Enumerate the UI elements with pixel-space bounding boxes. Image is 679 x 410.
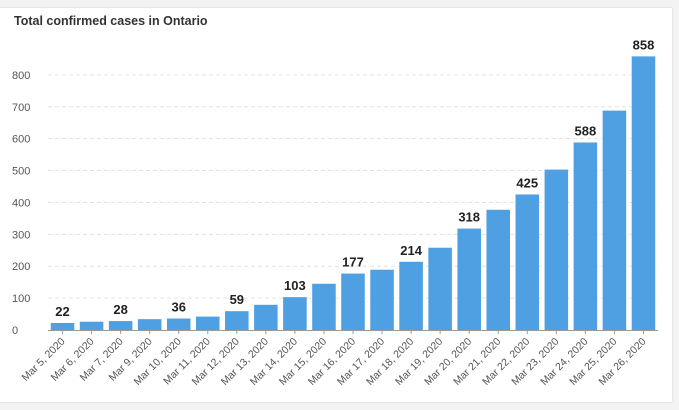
bar (399, 261, 423, 330)
data-label: 588 (575, 123, 597, 138)
y-tick-label: 500 (12, 166, 30, 178)
data-label: 103 (284, 278, 306, 293)
chart-title: Total confirmed cases in Ontario (14, 14, 208, 28)
y-tick-label: 400 (12, 197, 30, 209)
data-label: 214 (400, 243, 422, 258)
bar (341, 273, 365, 330)
bar (370, 269, 394, 330)
bar (283, 297, 307, 330)
bar (515, 194, 540, 330)
bar (195, 316, 220, 330)
bar (428, 247, 452, 330)
bar (79, 321, 104, 330)
y-tick-label: 300 (12, 229, 30, 241)
y-tick-label: 200 (12, 261, 30, 273)
bar (108, 321, 133, 330)
y-tick-label: 700 (12, 102, 30, 114)
bar (573, 142, 598, 330)
data-labels: 22 28 36 59 103 177 214 318 425 588 858 (55, 37, 654, 319)
data-label: 28 (113, 302, 127, 317)
bar (254, 304, 278, 330)
y-axis: 0 100 200 300 400 500 600 700 800 (12, 70, 30, 337)
bar (312, 283, 336, 330)
bar (166, 318, 191, 330)
data-label: 318 (458, 210, 480, 225)
y-tick-label: 100 (12, 293, 30, 305)
bar (631, 56, 656, 330)
bar (544, 169, 569, 330)
bar (457, 228, 481, 330)
data-label: 177 (342, 255, 364, 270)
bar (137, 319, 162, 330)
data-label: 59 (230, 292, 244, 307)
data-label: 425 (516, 175, 538, 190)
bar (602, 110, 627, 330)
data-label: 858 (633, 37, 655, 52)
bar (225, 311, 249, 330)
bars (50, 56, 656, 330)
y-tick-label: 800 (12, 70, 30, 82)
y-tick-label: 0 (12, 325, 18, 337)
bar (50, 322, 75, 330)
data-label: 36 (171, 300, 185, 315)
data-label: 22 (55, 304, 69, 319)
bar (486, 209, 511, 330)
y-tick-label: 600 (12, 134, 30, 146)
